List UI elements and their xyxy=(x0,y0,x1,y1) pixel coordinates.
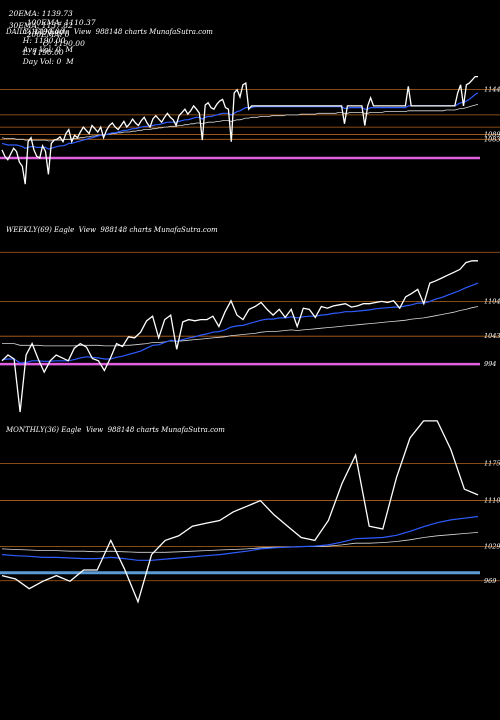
monthly-y-tick-3: 969 xyxy=(484,577,496,585)
monthly-price-line xyxy=(1,420,479,604)
daily-y-tick-1: 1089 xyxy=(484,130,500,138)
daily-panel-title: DAILY(161) Eagle View 988148 charts Muna… xyxy=(6,28,213,36)
low-readout: L: 1190.00 xyxy=(22,48,64,57)
high-readout: H: 1190.00 xyxy=(22,36,66,45)
ema100-readout: 100EMA: 1110.37 xyxy=(26,18,96,27)
weekly-panel-title: WEEKLY(69) Eagle View 988148 charts Muna… xyxy=(6,226,218,234)
monthly-y-tick-0: 1175 xyxy=(484,460,500,468)
daily-ema-fast-line xyxy=(1,92,479,150)
header-row-1: 20EMA: 1139.73 100EMA: 1110.37 C: 1190.0… xyxy=(4,0,96,54)
day-vol-readout: Day Vol: 0 M xyxy=(22,57,74,66)
avg-vol-readout: Avg Vol: 0 M xyxy=(22,45,74,54)
monthly-panel-title: MONTHLY(36) Eagle View 988148 charts Mun… xyxy=(6,426,225,434)
daily-y-tick-0: 1144 xyxy=(484,86,500,94)
weekly-y-tick-0: 1104 xyxy=(484,297,500,305)
header-row-2: 30EMA: 1137.82 200EMA: 0 O: 1190.00 L: 1… xyxy=(4,12,85,66)
monthly-y-tick-1: 1110 xyxy=(484,497,500,505)
ema30-readout: 30EMA: 1137.82 xyxy=(8,21,73,30)
daily-price-line xyxy=(1,75,478,185)
weekly-price-line xyxy=(1,260,478,413)
ema20-readout: 20EMA: 1139.73 xyxy=(8,9,73,18)
weekly-y-tick-2: 994 xyxy=(484,360,496,368)
daily-ema-slow-line xyxy=(1,103,479,142)
monthly-ema-fast-line xyxy=(1,515,479,561)
close-readout: C: 1190.00 xyxy=(22,27,65,36)
weekly-ema-slow-line xyxy=(2,306,479,347)
monthly-ema-slow-line xyxy=(1,532,479,553)
open-readout: O: 1190.00 xyxy=(42,39,85,48)
ema200-readout: 200EMA: 0 xyxy=(26,30,70,39)
weekly-y-tick-1: 1043 xyxy=(484,332,500,340)
monthly-y-tick-2: 1029 xyxy=(484,543,500,551)
daily-y-tick-2: 1083 xyxy=(484,135,500,143)
